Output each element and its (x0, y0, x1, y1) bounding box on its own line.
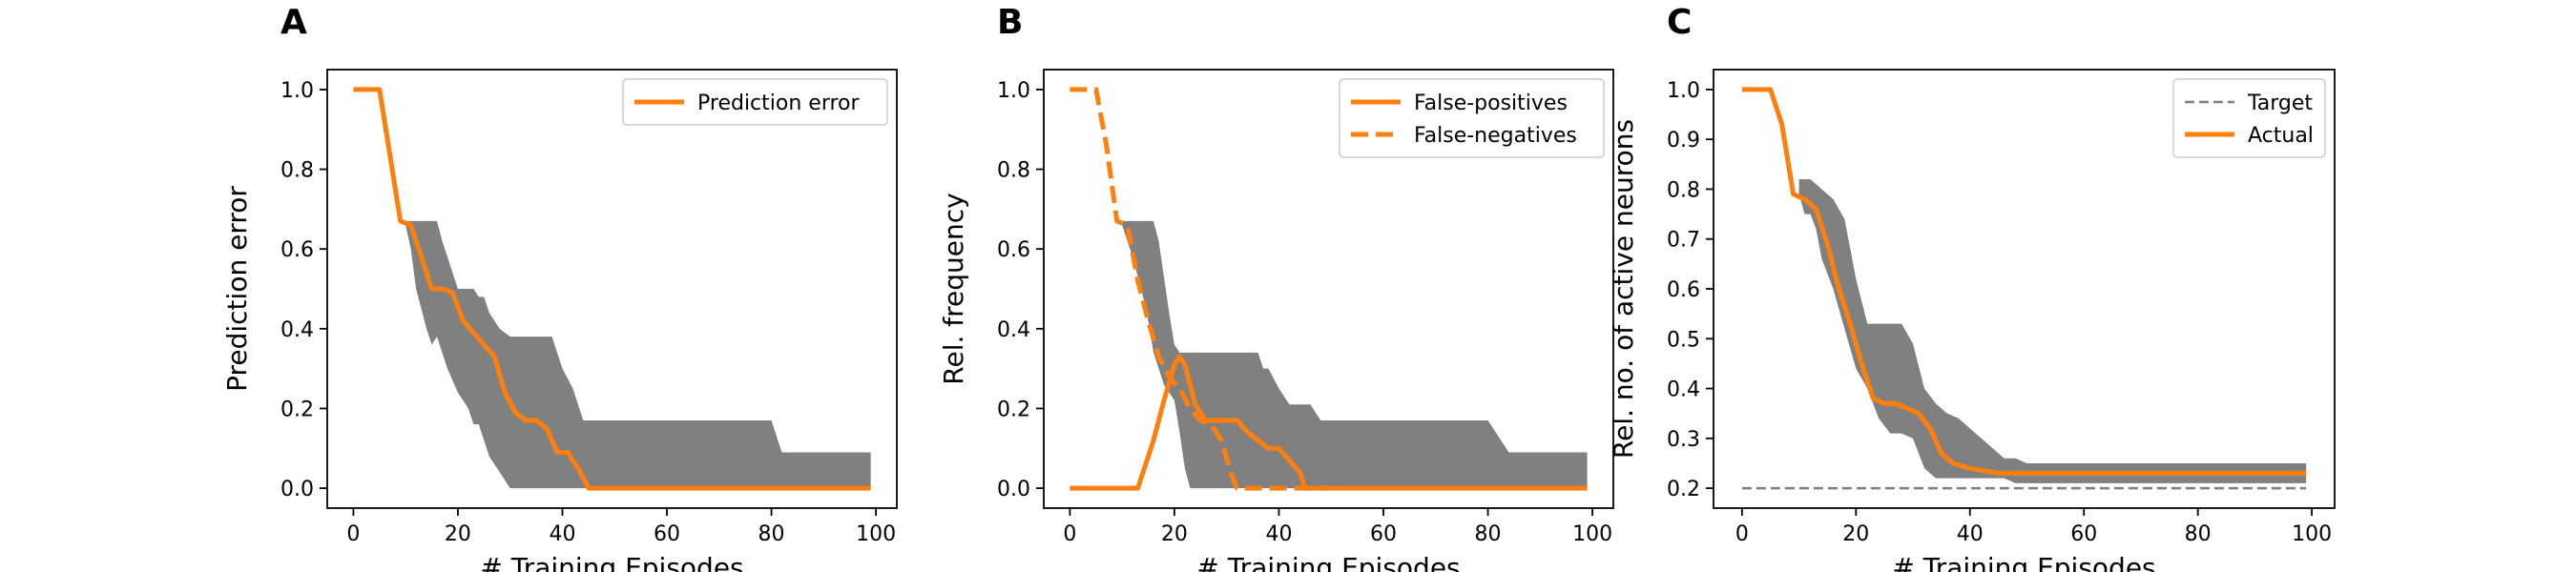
axes-frame (326, 69, 898, 509)
x-tick-label: 100 (1572, 522, 1612, 546)
legend-box (1339, 78, 1605, 158)
legend: Prediction error (622, 78, 888, 126)
variability-band (1798, 179, 2307, 483)
y-axis-label: Rel. no. of active neurons (1608, 119, 1639, 459)
panel-letter: C (1667, 3, 1692, 42)
x-tick-label: 100 (856, 522, 896, 546)
y-tick-label: 1.0 (997, 79, 1030, 103)
legend: False-positives False-negatives (1339, 78, 1605, 158)
y-tick-label: 0.0 (997, 478, 1030, 501)
x-axis-label: # Training Episodes (1892, 552, 2155, 572)
y-tick-label: 0.5 (1667, 328, 1700, 352)
panel-a: A 0 20 40 60 80 100 0.0 0.2 0.4 0.6 0.8 1.0 # Trainin… (221, 3, 898, 572)
y-tick-label: 0.6 (1667, 278, 1700, 302)
legend-box (2172, 78, 2326, 158)
y-tick-label: 0.0 (280, 478, 314, 501)
x-tick-label: 80 (2185, 522, 2212, 546)
x-axis-label: # Training Episodes (480, 552, 743, 572)
x-tick-label: 60 (1370, 522, 1397, 546)
x-tick-label: 20 (445, 522, 471, 546)
series-line-prediction-error (353, 87, 871, 491)
legend-label: False-positives (1414, 92, 1568, 115)
panel-c: C 0 20 40 60 80 100 0.2 0.3 0.4 0.5 0.6 0.7 0.8 0.9 1.0… (1608, 3, 2336, 572)
x-tick-label: 40 (1265, 522, 1292, 546)
x-tick-label: 100 (2292, 522, 2332, 546)
legend-box (622, 78, 888, 126)
y-tick-label: 0.2 (280, 398, 314, 421)
y-tick-label: 0.4 (280, 318, 314, 342)
series-line-false-negatives (1070, 87, 1332, 491)
x-tick-label: 60 (2070, 522, 2097, 546)
y-tick-label: 0.6 (280, 238, 314, 262)
x-tick-label: 20 (1161, 522, 1188, 546)
y-tick-label: 0.8 (997, 159, 1030, 183)
x-tick-label: 80 (1475, 522, 1502, 546)
x-tick-label: 40 (1957, 522, 1984, 546)
x-tick-label: 0 (1735, 522, 1749, 546)
variability-band (405, 220, 871, 489)
x-tick-label: 80 (758, 522, 785, 546)
series-line-actual (1741, 87, 2307, 476)
x-tick-label: 0 (1063, 522, 1076, 546)
x-tick-label: 40 (549, 522, 575, 546)
variability-band (1122, 220, 1588, 489)
legend-label: Target (2247, 92, 2313, 115)
legend-label: False-negatives (1414, 124, 1577, 148)
y-axis-label: Rel. frequency (938, 193, 969, 384)
y-tick-label: 0.3 (1667, 428, 1700, 452)
y-tick-label: 0.7 (1667, 229, 1700, 253)
x-tick-label: 20 (1842, 522, 1869, 546)
y-tick-label: 1.0 (1667, 79, 1700, 103)
y-tick-label: 0.4 (997, 318, 1030, 342)
legend-label: Prediction error (697, 92, 860, 115)
y-tick-label: 0.8 (280, 159, 314, 183)
panel-letter: B (997, 3, 1023, 42)
y-tick-label: 1.0 (280, 79, 314, 103)
y-tick-label: 0.6 (997, 238, 1030, 262)
x-tick-label: 60 (654, 522, 680, 546)
series-line-false-positives (1070, 354, 1588, 491)
x-axis-label: # Training Episodes (1196, 552, 1460, 572)
y-tick-label: 0.2 (1667, 478, 1700, 501)
axes-frame (1043, 69, 1614, 509)
legend: Target Actual (2172, 78, 2326, 158)
y-tick-label: 0.8 (1667, 178, 1700, 202)
legend-label: Actual (2248, 124, 2314, 148)
y-axis-label: Prediction error (221, 186, 253, 392)
y-tick-label: 0.4 (1667, 378, 1700, 402)
panel-letter: A (280, 3, 307, 42)
x-tick-label: 0 (346, 522, 360, 546)
y-tick-label: 0.2 (997, 398, 1030, 421)
y-tick-label: 0.9 (1667, 129, 1700, 153)
panel-b: B 0 20 40 60 80 100 0.0 0.2 0.4 0.6 0.8 1.0 # Trainin… (938, 3, 1614, 572)
